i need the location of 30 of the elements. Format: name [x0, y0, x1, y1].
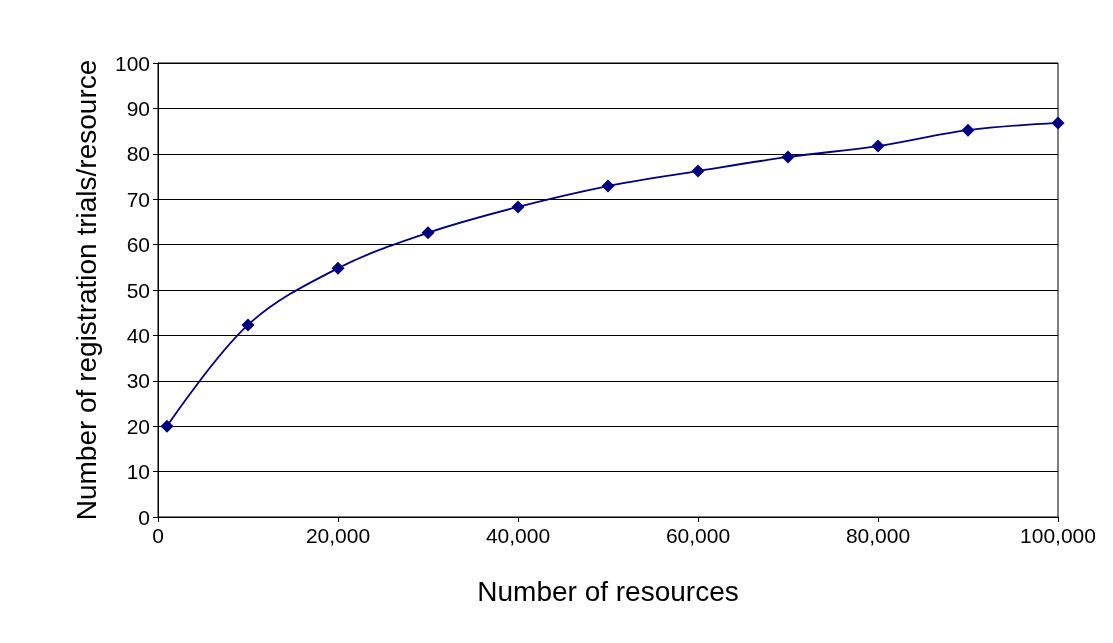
point — [241, 318, 255, 332]
x-tick-label: 40,000 — [485, 524, 551, 547]
y-tick-label: 0 — [138, 505, 150, 529]
x-tick-label: 60,000 — [665, 524, 731, 547]
y-tick-label: 40 — [126, 323, 150, 347]
x-tick-label: 20,000 — [305, 524, 371, 547]
x-axis-title: Number of resources — [477, 575, 739, 607]
y-tick-label: 90 — [126, 96, 150, 120]
y-tick-label: 100 — [114, 51, 150, 75]
y-tick-label: 30 — [126, 369, 150, 393]
point — [691, 164, 705, 178]
point — [331, 261, 345, 275]
point — [601, 179, 615, 193]
y-tick-label: 70 — [126, 187, 150, 211]
point — [160, 419, 174, 433]
y-tick-label: 60 — [126, 233, 150, 257]
x-tick-label: 0 — [152, 524, 164, 547]
point — [781, 150, 795, 164]
y-axis-title: Number of registration trials/resource — [70, 59, 102, 521]
point — [421, 226, 435, 240]
y-tick-label: 80 — [126, 142, 150, 166]
point — [871, 139, 885, 153]
x-tick-label: 80,000 — [845, 524, 911, 547]
point — [961, 123, 975, 137]
point — [1051, 116, 1065, 130]
y-tick-label: 10 — [126, 460, 150, 484]
y-tick-label: 20 — [126, 414, 150, 438]
point — [511, 200, 525, 214]
x-tick-label: 100,000 — [1020, 524, 1096, 547]
y-tick-label: 50 — [126, 278, 150, 302]
